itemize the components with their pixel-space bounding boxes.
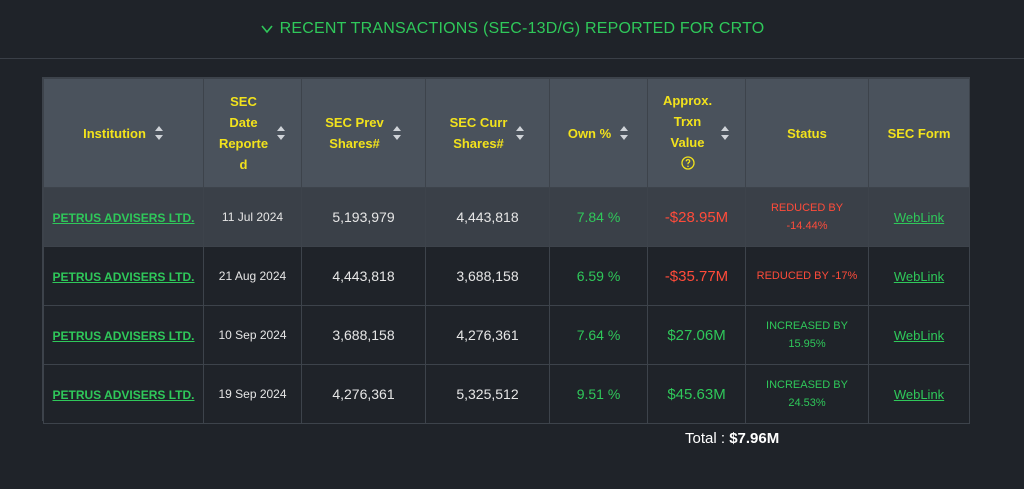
institution-link[interactable]: PETRUS ADVISERS LTD. xyxy=(52,211,195,225)
column-header-label: Institution xyxy=(83,125,146,141)
column-header-text-group: SEC Prev Shares# xyxy=(325,112,384,154)
table-row: PETRUS ADVISERS LTD. 11 Jul 2024 5,193,979… xyxy=(43,187,970,247)
curr-shares-cell: 3,688,158 xyxy=(425,246,550,306)
sec-form-cell: WebLink xyxy=(868,187,970,247)
column-header[interactable]: Institution xyxy=(43,78,204,188)
column-header: SEC Form xyxy=(868,78,970,188)
sort-icon[interactable] xyxy=(619,125,629,141)
transactions-table: Institution SEC Date Reporte d SEC Prev Shares… xyxy=(42,77,970,424)
institution-cell: PETRUS ADVISERS LTD. xyxy=(43,364,204,424)
sort-icon[interactable] xyxy=(154,125,164,141)
institution-cell: PETRUS ADVISERS LTD. xyxy=(43,305,204,365)
column-header-text-group: SEC Curr Shares# xyxy=(450,112,508,154)
column-header-content: Institution xyxy=(44,123,203,144)
sort-icon[interactable] xyxy=(392,125,402,141)
column-header-label: SEC Form xyxy=(887,125,951,141)
weblink[interactable]: WebLink xyxy=(893,387,945,402)
txn-value-cell: -$28.95M xyxy=(647,187,746,247)
curr-shares-cell: 4,276,361 xyxy=(425,305,550,365)
prev-shares-cell: 4,443,818 xyxy=(301,246,426,306)
column-header: Status xyxy=(745,78,869,188)
column-header[interactable]: Approx. Trxn Value xyxy=(647,78,746,188)
weblink[interactable]: WebLink xyxy=(893,210,945,225)
help-icon[interactable] xyxy=(680,155,695,176)
sec-form-cell: WebLink xyxy=(868,246,970,306)
prev-shares-cell: 5,193,979 xyxy=(301,187,426,247)
curr-shares-cell: 4,443,818 xyxy=(425,187,550,247)
column-header-text-group: Institution xyxy=(83,123,146,144)
table-header-row: Institution SEC Date Reporte d SEC Prev Shares… xyxy=(43,78,970,188)
column-header-content: Status xyxy=(746,123,868,144)
txn-value-cell: $45.63M xyxy=(647,364,746,424)
section-title: RECENT TRANSACTIONS (SEC-13D/G) REPORTED… xyxy=(279,20,765,37)
column-header[interactable]: SEC Date Reporte d xyxy=(203,78,302,188)
column-header-label: Own % xyxy=(567,125,612,141)
table-row: PETRUS ADVISERS LTD. 21 Aug 2024 4,443,818… xyxy=(43,246,970,306)
sort-icon[interactable] xyxy=(276,125,286,141)
column-header-content: SEC Curr Shares# xyxy=(426,112,549,154)
prev-shares-cell: 3,688,158 xyxy=(301,305,426,365)
column-header-content: SEC Date Reporte d xyxy=(204,91,301,175)
date-cell: 11 Jul 2024 xyxy=(203,187,302,247)
date-cell: 21 Aug 2024 xyxy=(203,246,302,306)
status-cell: INCREASED BY 24.53% xyxy=(745,364,869,424)
sort-icon[interactable] xyxy=(720,125,730,141)
column-header[interactable]: Own % xyxy=(549,78,648,188)
section-title-bar[interactable]: RECENT TRANSACTIONS (SEC-13D/G) REPORTED… xyxy=(0,0,1024,59)
date-cell: 19 Sep 2024 xyxy=(203,364,302,424)
total-label: Total : xyxy=(685,430,730,447)
column-header-text-group: Status xyxy=(787,123,827,144)
sort-icon[interactable] xyxy=(515,125,525,141)
own-percent-cell: 6.59 % xyxy=(549,246,648,306)
column-header-content: SEC Form xyxy=(869,123,969,144)
institution-cell: PETRUS ADVISERS LTD. xyxy=(43,246,204,306)
column-header[interactable]: SEC Prev Shares# xyxy=(301,78,426,188)
curr-shares-cell: 5,325,512 xyxy=(425,364,550,424)
column-header-label: Approx. Trxn Value xyxy=(662,93,713,150)
institution-link[interactable]: PETRUS ADVISERS LTD. xyxy=(52,329,195,343)
own-percent-cell: 7.84 % xyxy=(549,187,648,247)
txn-value-cell: $27.06M xyxy=(647,305,746,365)
prev-shares-cell: 4,276,361 xyxy=(301,364,426,424)
total-value: $7.96M xyxy=(729,430,780,447)
own-percent-cell: 9.51 % xyxy=(549,364,648,424)
status-cell: INCREASED BY 15.95% xyxy=(745,305,869,365)
table-row: PETRUS ADVISERS LTD. 10 Sep 2024 3,688,158… xyxy=(43,305,970,365)
column-header[interactable]: SEC Curr Shares# xyxy=(425,78,550,188)
sec-form-cell: WebLink xyxy=(868,305,970,365)
total-summary: Total : $7.96M xyxy=(685,430,779,447)
column-header-content: SEC Prev Shares# xyxy=(302,112,425,154)
institution-cell: PETRUS ADVISERS LTD. xyxy=(43,187,204,247)
institution-link[interactable]: PETRUS ADVISERS LTD. xyxy=(52,388,195,402)
sec-form-cell: WebLink xyxy=(868,364,970,424)
chevron-down-icon[interactable] xyxy=(260,22,274,36)
status-cell: REDUCED BY -14.44% xyxy=(745,187,869,247)
column-header-label: Status xyxy=(787,125,827,141)
txn-value-cell: -$35.77M xyxy=(647,246,746,306)
column-header-text-group: SEC Date Reporte d xyxy=(219,91,268,175)
column-header-label: SEC Prev Shares# xyxy=(325,115,384,151)
column-header-label: SEC Curr Shares# xyxy=(449,115,508,151)
own-percent-cell: 7.64 % xyxy=(549,305,648,365)
table-row: PETRUS ADVISERS LTD. 19 Sep 2024 4,276,361… xyxy=(43,364,970,424)
column-header-content: Own % xyxy=(550,123,647,144)
date-cell: 10 Sep 2024 xyxy=(203,305,302,365)
column-header-label: SEC Date Reporte d xyxy=(218,94,269,172)
weblink[interactable]: WebLink xyxy=(893,328,945,343)
column-header-text-group: SEC Form xyxy=(888,123,951,144)
table-body: PETRUS ADVISERS LTD. 11 Jul 2024 5,193,979… xyxy=(43,187,970,424)
column-header-content: Approx. Trxn Value xyxy=(648,90,745,176)
column-header-text-group: Approx. Trxn Value xyxy=(663,90,712,176)
column-header-text-group: Own % xyxy=(568,123,611,144)
weblink[interactable]: WebLink xyxy=(893,269,945,284)
institution-link[interactable]: PETRUS ADVISERS LTD. xyxy=(52,270,195,284)
status-cell: REDUCED BY -17% xyxy=(745,246,869,306)
